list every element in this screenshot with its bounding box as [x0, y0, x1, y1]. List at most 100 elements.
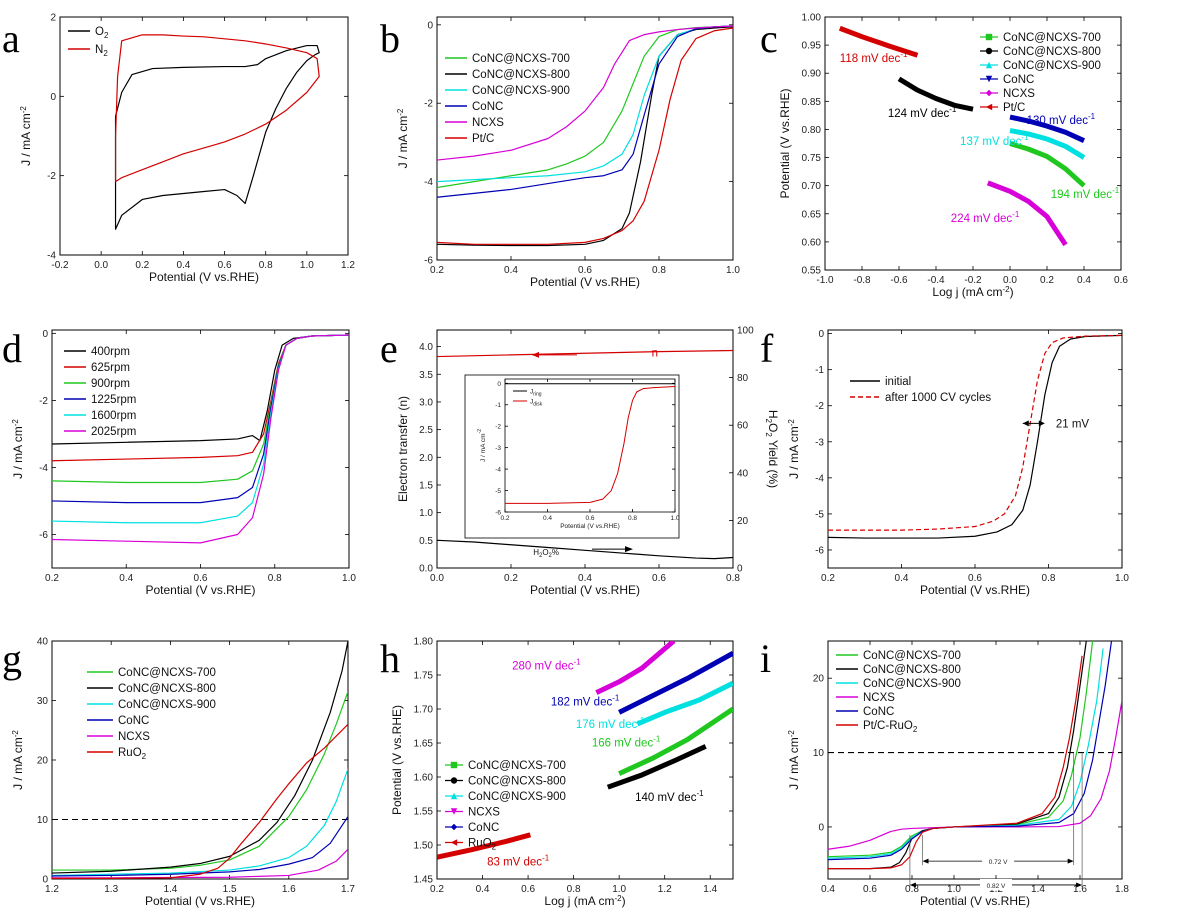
f-plot-frame	[827, 329, 1123, 569]
h-annotation-166-mv-dec: 166 mV dec-1	[592, 734, 661, 749]
f-series-initial	[828, 334, 1122, 539]
d-x-tick-label: 0.6	[194, 573, 208, 584]
d-legend-1600rpm-label: 1600rpm	[91, 410, 136, 422]
a-x-tick-label: 0.8	[259, 260, 273, 271]
e-series-n	[437, 349, 733, 358]
g-x-tick-label: 1.3	[104, 884, 118, 895]
h-series-conc-ncxs-700	[618, 706, 733, 776]
d-y-axis-label: J / mA cm-2	[11, 419, 25, 479]
h-y-tick-label: 1.45	[414, 875, 434, 886]
f-legend-after-1000-cv-cycles-label: after 1000 CV cycles	[885, 392, 991, 404]
h-annotation-182-mv-dec: 182 mV dec-1	[551, 694, 620, 709]
b-legend-conc-ncxs-700-label: CoNC@NCXS-700	[472, 53, 570, 65]
d-legend-625rpm-label: 625rpm	[91, 362, 130, 374]
b-x-axis-label: Potential (V vs.RHE)	[530, 275, 640, 289]
h-series-conc-ncxs-800	[606, 744, 707, 790]
panel-label-e: e	[380, 326, 398, 371]
g-x-tick-label: 1.4	[163, 884, 177, 895]
e-y-right-tick-label: 60	[737, 421, 749, 432]
h-x-tick-label: 0.6	[521, 884, 535, 895]
e-y-tick-label: 3.5	[419, 370, 433, 381]
e-y-tick-label: 3.0	[419, 397, 433, 408]
f-series-after-1000-cv-cycles	[828, 334, 1122, 531]
d-x-tick-label: 0.8	[268, 573, 282, 584]
c-y-axis-label: Potential (V vs.RHE)	[778, 88, 792, 198]
c-legend-ncxs-marker	[985, 89, 993, 97]
a-y-tick-label: -4	[47, 251, 56, 262]
b-legend-conc-ncxs-800-label: CoNC@NCXS-800	[472, 69, 570, 81]
e-series-h2o2-	[437, 539, 733, 560]
e-inset-x-tick-label: 1.0	[670, 515, 679, 522]
e-annotation-n: n	[652, 348, 658, 360]
c-series-conc-ncxs-900	[1009, 128, 1086, 160]
e-y-axis-label: Electron transfer (n)	[396, 396, 410, 502]
d-y-tick-label: 0	[42, 329, 48, 340]
c-y-tick-label: 0.80	[802, 125, 822, 136]
panel-d: d 0.2 0.4 0.6 0.8 1.0 -6 -4 -2 0 Potential (V vs.R…	[2, 326, 356, 597]
c-annotation-194-mv-dec: 194 mV dec-1	[1051, 186, 1120, 201]
g-y-tick-label: 10	[37, 815, 49, 826]
g-y-tick-label: 20	[37, 756, 49, 767]
h-y-tick-label: 1.65	[414, 739, 434, 750]
e-y-right-tick-label: 20	[737, 516, 749, 527]
c-annotation-130-mv-dec: 130 mV dec-1	[1027, 112, 1096, 127]
d-legend-2025rpm-label: 2025rpm	[91, 426, 136, 438]
i-y-tick-label: 20	[813, 674, 825, 685]
i-x-tick-label: 1.6	[1073, 884, 1087, 895]
i-gap-082-label-bg	[980, 878, 1012, 890]
c-annotation-224-mv-dec: 224 mV dec-1	[951, 210, 1020, 225]
e-inset-y-tick-label: -2	[495, 424, 501, 431]
a-x-tick-label: 0.4	[176, 260, 190, 271]
c-legend-conc-marker	[985, 75, 993, 83]
e-inset: 0.2 0.4 0.6 0.8 1.0 -6 -5 -4 -3 -2 -1 0 Potential (V…	[464, 374, 680, 539]
d-y-tick-label: -6	[39, 530, 48, 541]
c-series-conc-ncxs-700	[1009, 141, 1086, 188]
i-gap-072-arrowhead-left	[922, 858, 929, 864]
c-legend-conc-ncxs-900-marker	[985, 61, 993, 69]
h-series-ncxs	[595, 641, 676, 695]
c-x-tick-label: -0.4	[927, 275, 945, 286]
e-inset-x-tick-label: 0.8	[628, 515, 637, 522]
g-x-tick-label: 1.6	[282, 884, 296, 895]
c-series-pt-c	[838, 25, 919, 58]
f-x-axis-label: Potential (V vs.RHE)	[920, 583, 1030, 597]
e-x-tick-label: 0.8	[726, 573, 740, 584]
g-x-tick-label: 1.2	[45, 884, 59, 895]
c-legend-conc-ncxs-800-marker	[985, 47, 993, 55]
b-x-tick-label: 0.8	[652, 265, 666, 276]
h-x-tick-label: 0.8	[567, 884, 581, 895]
h-y-tick-label: 1.55	[414, 807, 434, 818]
g-y-tick-label: 0	[42, 875, 48, 886]
d-series-2025rpm	[52, 334, 349, 544]
i-x-axis-label: Potential (V vs.RHE)	[920, 894, 1030, 908]
f-x-tick-label: 0.2	[821, 573, 835, 584]
a-x-tick-label: 0.0	[94, 260, 108, 271]
f-y-tick-label: 0	[818, 329, 824, 340]
panel-a: a -0.2 0.0 0.2 0.4 0.6 0.8 1.0 1.2 -4 -2 0 2 Potentia…	[2, 13, 355, 285]
g-legend-ruo2-label: RuO2	[118, 747, 147, 761]
panel-label-g: g	[2, 636, 22, 681]
h-annotation-280-mv-dec: 280 mV dec-1	[512, 658, 581, 673]
i-y-tick-label: 10	[813, 748, 825, 759]
e-y-right-tick-label: 40	[737, 468, 749, 479]
i-gap-082-arrowhead-right	[1076, 882, 1083, 888]
e-y-right-tick-label: 100	[737, 326, 754, 337]
e-x-tick-label: 0.0	[430, 573, 444, 584]
c-legend-pt-c-label: Pt/C	[1003, 102, 1025, 114]
h-legend-conc-ncxs-800-marker	[450, 777, 458, 784]
h-legend-conc-ncxs-700-marker	[450, 761, 458, 769]
e-inset-legend-label: Jdisk	[530, 399, 543, 408]
c-x-axis-label: Log j (mA cm-2)	[932, 285, 1013, 299]
h-x-axis-label: Log j (mA cm-2)	[544, 894, 625, 908]
f-y-tick-label: -4	[815, 473, 824, 484]
panel-f: f 0.2 0.4 0.6 0.8 1.0 -6 -5 -4 -3 -2 -1 0 Potential (…	[760, 326, 1129, 597]
e-x-tick-label: 0.2	[504, 573, 518, 584]
i-x-tick-label: 1.8	[1115, 884, 1129, 895]
h-y-tick-label: 1.70	[414, 705, 434, 716]
c-annotation-118-mv-dec: 118 mV dec-1	[840, 50, 908, 65]
f-shift-arrowhead-right	[1038, 420, 1045, 427]
e-inset-y-tick-label: -6	[495, 510, 501, 517]
h-y-tick-label: 1.80	[414, 637, 434, 648]
panel-label-f: f	[760, 326, 774, 371]
h-x-tick-label: 1.0	[612, 884, 626, 895]
